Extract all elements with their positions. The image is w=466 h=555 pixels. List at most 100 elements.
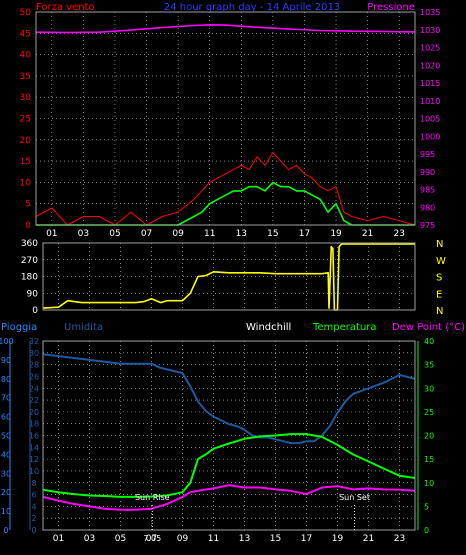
temperature-humidity-lines bbox=[42, 353, 416, 511]
x-tick-label: 07 bbox=[141, 229, 152, 239]
x-tick-label: 03 bbox=[78, 229, 89, 239]
temperature-humidity-frame bbox=[42, 340, 416, 531]
wind-pressure-axes: 0510152025303540455097598098599099510001… bbox=[20, 8, 441, 239]
wind-speed-tick-label: 20 bbox=[20, 136, 32, 146]
temperature-humidity-chart: Pioggia Umidita Windchill Temperatura De… bbox=[0, 322, 465, 544]
direction-tick-label: 0 bbox=[32, 306, 38, 316]
temperature-tick-label: 15 bbox=[424, 455, 434, 464]
wind-pressure-frame bbox=[35, 11, 416, 226]
wind-speed-tick-label: 5 bbox=[25, 200, 31, 210]
humidity-scale-tick-label: 18 bbox=[29, 420, 39, 429]
wind-speed-tick-label: 40 bbox=[20, 51, 32, 61]
humidity-scale-tick-label: 28 bbox=[29, 361, 39, 370]
temperature-tick-label: 35 bbox=[424, 361, 434, 370]
direction-tick-label: 360 bbox=[21, 239, 38, 249]
wind-direction-lines bbox=[42, 243, 415, 311]
wind-speed-tick-label: 50 bbox=[20, 8, 32, 18]
sun-rise-time-label: 7.05 bbox=[143, 534, 161, 543]
pressure-tick-label: 985 bbox=[420, 186, 435, 195]
pressure-axis-title: Pressione bbox=[367, 2, 415, 13]
wind-speed-tick-label: 15 bbox=[20, 157, 31, 167]
gust-line bbox=[35, 152, 416, 226]
x-tick-label: 07 bbox=[146, 534, 157, 544]
rain-scale-tick-label: 10 bbox=[1, 507, 11, 516]
wind-speed-tick-label: 30 bbox=[20, 93, 32, 103]
temperature-tick-label: 10 bbox=[424, 479, 434, 488]
temperature-tick-label: 5 bbox=[424, 502, 429, 511]
chart-title: 24 hour graph day - 14 Aprile 2013 bbox=[164, 2, 340, 13]
sun-event-label: Sun Rise bbox=[135, 493, 170, 502]
humidity-scale-tick-label: 30 bbox=[29, 349, 39, 358]
x-tick-label: 13 bbox=[236, 229, 247, 239]
pressure-line bbox=[35, 23, 416, 34]
x-tick-label: 21 bbox=[363, 534, 374, 544]
humidity-scale-tick-label: 10 bbox=[29, 467, 39, 476]
wind-speed-tick-label: 10 bbox=[20, 178, 32, 188]
x-tick-label: 03 bbox=[84, 534, 95, 544]
direction-tick-label: 90 bbox=[27, 289, 39, 299]
x-tick-label: 17 bbox=[299, 229, 310, 239]
humidity-scale-tick-label: 20 bbox=[29, 408, 39, 417]
pressure-tick-label: 1025 bbox=[420, 44, 440, 53]
windchill-legend: Windchill bbox=[246, 322, 291, 333]
x-tick-label: 19 bbox=[330, 229, 342, 239]
pressure-tick-label: 1030 bbox=[420, 26, 440, 35]
wind-speed-tick-label: 0 bbox=[25, 221, 31, 231]
pressure-tick-label: 990 bbox=[420, 168, 435, 177]
direction-line bbox=[42, 243, 415, 311]
direction-tick-label: 180 bbox=[21, 273, 38, 283]
x-tick-label: 23 bbox=[394, 534, 405, 544]
wind-direction-grid bbox=[43, 243, 415, 310]
temperature-tick-label: 0 bbox=[424, 526, 429, 535]
humidity-axis-title: Umidita bbox=[64, 322, 103, 333]
pressure-tick-label: 980 bbox=[420, 203, 435, 212]
compass-label: E bbox=[436, 289, 442, 300]
x-tick-label: 23 bbox=[393, 229, 404, 239]
temperature-tick-label: 30 bbox=[424, 384, 434, 393]
humidity-scale-tick-label: 12 bbox=[29, 455, 39, 464]
rain-scale-tick-label: 100 bbox=[0, 337, 14, 346]
wind-pressure-chart: 0510152025303540455097598098599099510001… bbox=[20, 2, 441, 239]
humidity-scale-tick-label: 22 bbox=[29, 396, 39, 405]
temperature-legend: Temperatura bbox=[312, 322, 377, 333]
x-tick-label: 19 bbox=[332, 534, 344, 544]
x-tick-label: 11 bbox=[204, 229, 215, 239]
rain-scale-tick-label: 70 bbox=[1, 394, 11, 403]
humidity-scale-tick-label: 16 bbox=[29, 432, 39, 441]
x-tick-label: 09 bbox=[172, 229, 184, 239]
pressure-tick-label: 1020 bbox=[420, 61, 440, 70]
rain-scale-tick-label: 30 bbox=[1, 469, 11, 478]
humidity-scale-tick-label: 32 bbox=[29, 337, 39, 346]
pressure-tick-label: 1035 bbox=[420, 8, 440, 17]
pressure-tick-label: 975 bbox=[420, 221, 435, 230]
x-tick-label: 05 bbox=[115, 534, 126, 544]
rain-axis-title: Pioggia bbox=[1, 322, 37, 333]
rain-scale-tick-label: 20 bbox=[1, 488, 11, 497]
humidity-scale-tick-label: 0 bbox=[31, 526, 36, 535]
humidity-scale-tick-label: 8 bbox=[31, 479, 36, 488]
x-tick-label: 05 bbox=[109, 229, 120, 239]
x-tick-label: 09 bbox=[177, 534, 189, 544]
pressure-tick-label: 1010 bbox=[420, 97, 440, 106]
pressure-tick-label: 1000 bbox=[420, 132, 440, 141]
compass-label: W bbox=[436, 256, 446, 267]
wind-speed-axis-title: Forza vento bbox=[36, 2, 95, 13]
rain-scale-tick-label: 90 bbox=[1, 356, 11, 365]
x-tick-label: 17 bbox=[301, 534, 312, 544]
x-tick-label: 15 bbox=[267, 229, 278, 239]
temperature-tick-label: 40 bbox=[424, 337, 434, 346]
rain-scale-tick-label: 60 bbox=[1, 413, 11, 422]
humidity-scale-tick-label: 4 bbox=[31, 502, 36, 511]
compass-label: S bbox=[436, 273, 442, 284]
humidity-scale-tick-label: 14 bbox=[29, 443, 39, 452]
wind-speed-tick-label: 35 bbox=[20, 72, 31, 82]
temperature-tick-label: 25 bbox=[424, 408, 434, 417]
temperature-humidity-axes: 0102030405060708090100024681012141618202… bbox=[0, 337, 434, 544]
x-tick-label: 15 bbox=[270, 534, 281, 544]
x-tick-label: 01 bbox=[53, 534, 64, 544]
temperature-tick-label: 20 bbox=[424, 432, 434, 441]
